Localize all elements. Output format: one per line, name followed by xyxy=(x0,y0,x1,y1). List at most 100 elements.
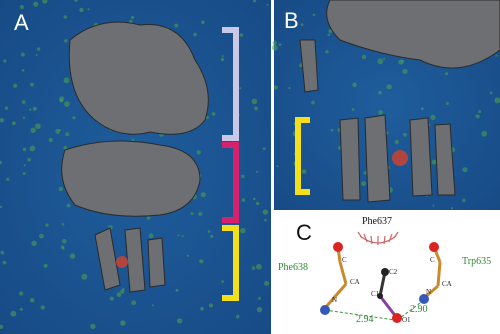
density-dot xyxy=(220,57,225,62)
ligand xyxy=(116,256,128,268)
density-dot xyxy=(462,167,468,173)
ligand xyxy=(392,150,408,166)
density-dot xyxy=(383,57,386,60)
density-dot xyxy=(10,310,17,317)
density-dot xyxy=(29,145,36,152)
density-dot xyxy=(129,19,133,24)
density-dot xyxy=(42,0,48,4)
density-dot xyxy=(79,7,84,13)
density-dot xyxy=(12,121,16,126)
density-dot xyxy=(151,304,154,307)
density-dot xyxy=(65,132,70,137)
density-dot xyxy=(19,4,24,10)
density-dot xyxy=(403,132,407,137)
panel-label: C xyxy=(296,220,312,245)
density-dot xyxy=(0,205,3,209)
density-dot xyxy=(200,306,204,311)
density-dot xyxy=(489,91,493,95)
atom-label: N xyxy=(332,296,337,304)
density-dot xyxy=(312,13,316,17)
density-dot xyxy=(131,300,137,306)
density-dot xyxy=(402,68,408,75)
density-dot xyxy=(0,324,4,329)
bracket xyxy=(222,142,239,223)
density-dot xyxy=(462,198,466,203)
density-dot xyxy=(327,33,331,37)
density-dot xyxy=(33,1,39,7)
density-dot xyxy=(254,106,258,111)
density-dot xyxy=(43,263,48,268)
density-dot xyxy=(253,0,257,3)
density-dot xyxy=(386,84,392,90)
density-dot xyxy=(198,211,203,216)
protein-b xyxy=(299,0,500,203)
density-dot xyxy=(63,15,67,19)
density-dot xyxy=(193,32,198,37)
density-dot xyxy=(21,100,26,104)
bracket xyxy=(222,225,239,301)
density-dot xyxy=(401,60,405,63)
density-dot xyxy=(74,0,78,2)
density-dot xyxy=(29,298,35,303)
density-dot xyxy=(30,82,34,87)
density-dot xyxy=(59,98,64,103)
density-dot xyxy=(0,160,2,165)
density-dot xyxy=(196,150,201,155)
bracket xyxy=(295,117,310,195)
density-dot xyxy=(208,303,214,308)
atom-label: CA xyxy=(442,280,452,288)
hbond xyxy=(399,299,425,319)
density-dot xyxy=(256,201,260,206)
density-dot xyxy=(351,108,355,111)
density-dot xyxy=(61,223,65,226)
density-dot xyxy=(146,216,151,220)
residue-name: Phe637 xyxy=(362,216,392,227)
atom-label: C xyxy=(342,256,347,264)
density-dot xyxy=(325,50,329,54)
density-dot xyxy=(256,306,263,313)
density-dot xyxy=(63,146,68,150)
density-dot xyxy=(60,245,64,249)
density-dot xyxy=(241,174,245,179)
density-dot xyxy=(256,263,262,270)
atom-label: C2 xyxy=(389,268,398,276)
atom-o xyxy=(429,242,439,252)
density-dot xyxy=(328,29,333,34)
density-dot xyxy=(186,254,189,257)
atom-n xyxy=(320,305,330,315)
density-dot xyxy=(207,230,211,233)
density-dot xyxy=(27,157,32,162)
atom-c xyxy=(381,268,389,276)
density-dot xyxy=(174,23,179,28)
density-dot xyxy=(394,139,399,145)
density-dot xyxy=(20,52,25,57)
density-dot xyxy=(363,171,368,175)
density-dot xyxy=(235,314,240,319)
density-dot xyxy=(175,288,179,292)
density-dot xyxy=(311,100,315,105)
density-dot xyxy=(211,112,216,116)
density-dot xyxy=(120,320,126,326)
density-dot xyxy=(241,198,246,202)
density-dot xyxy=(221,55,224,58)
density-dot xyxy=(495,54,498,57)
density-dot xyxy=(330,128,334,132)
density-dot xyxy=(122,287,125,291)
atom-o xyxy=(333,242,343,252)
density-dot xyxy=(64,39,68,43)
atom-label: O1 xyxy=(402,316,411,324)
density-dot xyxy=(430,114,436,120)
residue-name: Phe638 xyxy=(278,262,308,273)
atom-c xyxy=(377,293,383,299)
density-dot xyxy=(131,138,135,142)
residue-name: Trp635 xyxy=(462,256,491,267)
density-dot xyxy=(58,186,63,192)
density-dot xyxy=(420,107,424,110)
density-dot xyxy=(13,83,18,88)
density-dot xyxy=(200,192,206,198)
density-dot xyxy=(22,172,26,176)
bracket xyxy=(222,27,239,141)
density-dot xyxy=(23,164,26,167)
density-dot xyxy=(256,170,259,173)
